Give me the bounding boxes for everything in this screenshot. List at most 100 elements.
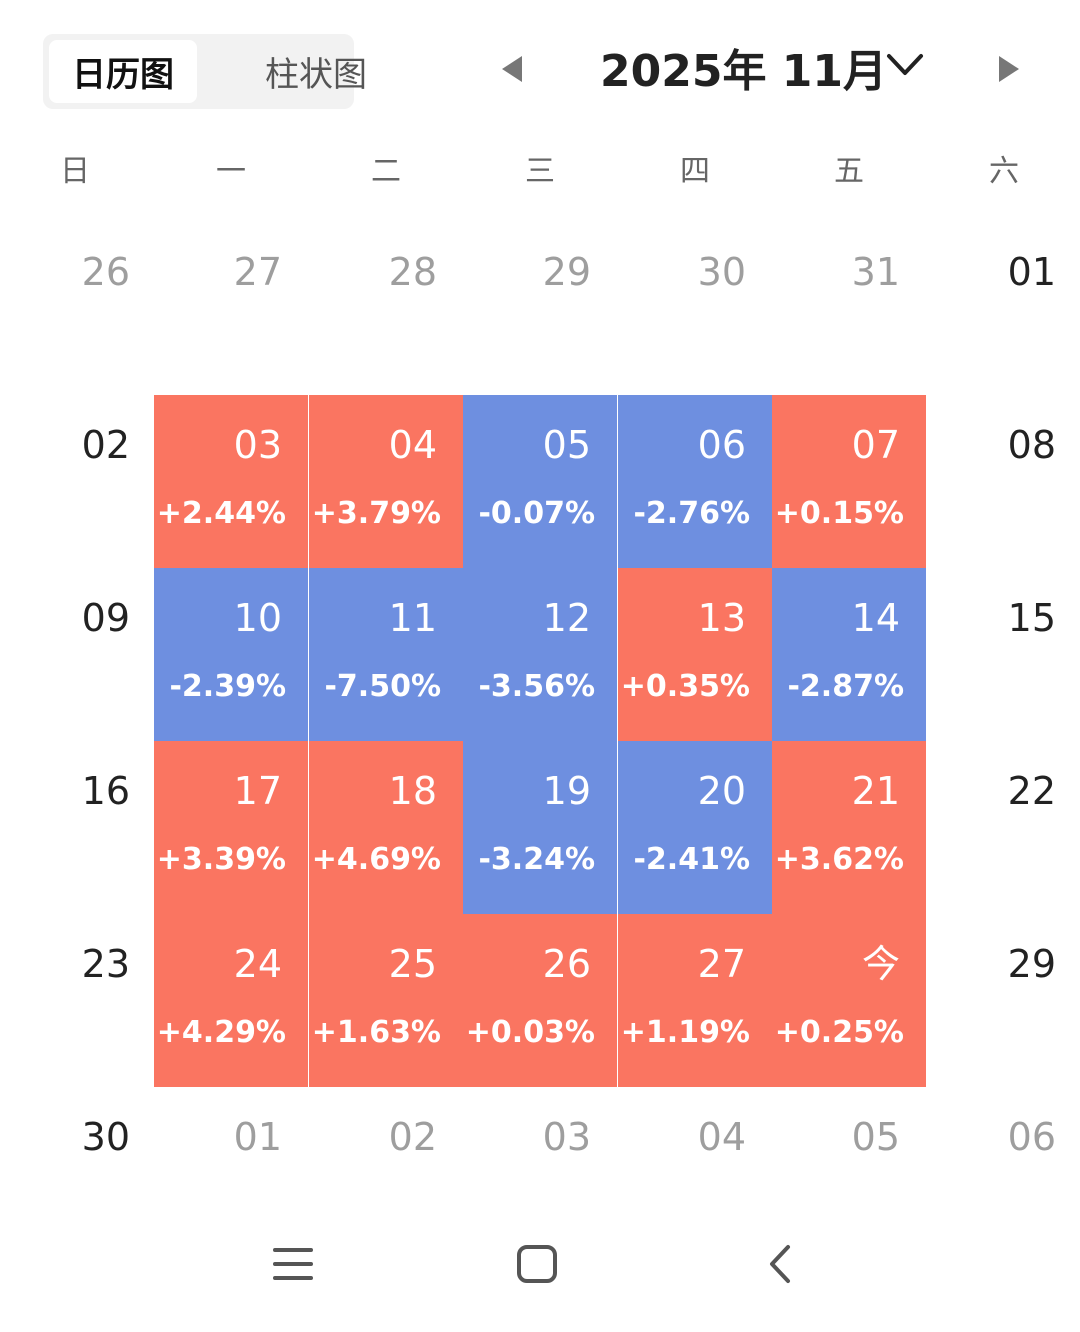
triangle-left-icon[interactable] <box>502 56 522 82</box>
daily-change-percent: -2.76% <box>633 496 750 531</box>
calendar-day-cell[interactable]: 13 +0.35% <box>618 568 772 741</box>
daily-change-percent: +3.79% <box>311 496 441 531</box>
daily-change-percent: +1.19% <box>620 1015 750 1050</box>
daily-change-percent: +3.39% <box>156 842 286 877</box>
calendar-day-cell[interactable]: 12 -3.56% <box>463 568 617 741</box>
calendar-day-number: 19 <box>542 769 591 813</box>
calendar-day-number: 27 <box>233 250 282 294</box>
calendar-day-number[interactable]: 30 <box>81 1115 130 1159</box>
calendar-day-number: 24 <box>233 942 282 986</box>
calendar-day-cell[interactable]: 07 +0.15% <box>772 395 926 568</box>
calendar-day-number: 21 <box>851 769 900 813</box>
calendar-day-cell[interactable]: 05 -0.07% <box>463 395 617 568</box>
calendar-day-cell[interactable]: 19 -3.24% <box>463 741 617 914</box>
calendar-day-number: 14 <box>851 596 900 640</box>
calendar-day-number: 04 <box>697 1115 746 1159</box>
calendar-day-cell[interactable]: 24 +4.29% <box>154 914 308 1087</box>
daily-change-percent: -2.87% <box>787 669 904 704</box>
daily-change-percent: +0.35% <box>620 669 750 704</box>
calendar-day-cell[interactable]: 21 +3.62% <box>772 741 926 914</box>
calendar-day-number: 05 <box>542 423 591 467</box>
calendar-day-number[interactable]: 08 <box>1007 423 1056 467</box>
calendar-day-number: 28 <box>388 250 437 294</box>
calendar-day-cell[interactable]: 17 +3.39% <box>154 741 308 914</box>
calendar-day-number[interactable]: 22 <box>1007 769 1056 813</box>
daily-change-percent: +0.03% <box>465 1015 595 1050</box>
back-icon[interactable] <box>766 1244 794 1284</box>
calendar-day-number[interactable]: 23 <box>81 942 130 986</box>
calendar-day-cell[interactable]: 27 +1.19% <box>618 914 772 1087</box>
calendar-day-number: 03 <box>542 1115 591 1159</box>
calendar-day-number: 13 <box>697 596 746 640</box>
daily-change-percent: +1.63% <box>311 1015 441 1050</box>
calendar-day-number: 18 <box>388 769 437 813</box>
weekday-label: 六 <box>989 154 1019 189</box>
daily-change-percent: +4.29% <box>156 1015 286 1050</box>
weekday-label: 日 <box>60 154 90 189</box>
menu-icon[interactable] <box>272 1246 314 1282</box>
calendar-day-number[interactable]: 02 <box>81 423 130 467</box>
calendar-day-cell[interactable]: 27 <box>154 222 308 395</box>
calendar-day-cell[interactable]: 03 +2.44% <box>154 395 308 568</box>
calendar-day-number: 20 <box>697 769 746 813</box>
calendar-day-number: 27 <box>697 942 746 986</box>
calendar-day-number: 29 <box>542 250 591 294</box>
calendar-day-cell[interactable]: 29 <box>463 222 617 395</box>
view-switcher: 日历图 柱状图 <box>43 34 367 109</box>
month-title[interactable]: 2025年 11月 <box>600 46 888 97</box>
calendar-day-number[interactable]: 29 <box>1007 942 1056 986</box>
calendar-day-number[interactable]: 15 <box>1007 596 1056 640</box>
calendar-day-cell[interactable]: 今 +0.25% <box>772 914 926 1087</box>
calendar-day-cell[interactable]: 05 <box>772 1087 926 1260</box>
daily-change-percent: +0.25% <box>774 1015 904 1050</box>
calendar-day-cell[interactable]: 30 <box>618 222 772 395</box>
calendar-day-number: 25 <box>388 942 437 986</box>
calendar-day-cell[interactable]: 02 <box>309 1087 463 1260</box>
calendar-day-number: 01 <box>233 1115 282 1159</box>
calendar-day-cell[interactable]: 31 <box>772 222 926 395</box>
calendar-day-cell[interactable]: 06 -2.76% <box>618 395 772 568</box>
calendar-day-cell[interactable]: 10 -2.39% <box>154 568 308 741</box>
daily-change-percent: -2.39% <box>169 669 286 704</box>
calendar-day-number: 02 <box>388 1115 437 1159</box>
calendar-day-number: 17 <box>233 769 282 813</box>
calendar-day-number: 12 <box>542 596 591 640</box>
calendar-day-cell[interactable]: 25 +1.63% <box>309 914 463 1087</box>
calendar-day-cell[interactable]: 03 <box>463 1087 617 1260</box>
calendar-day-number[interactable]: 26 <box>81 250 130 294</box>
calendar-day-number: 03 <box>233 423 282 467</box>
calendar-day-cell[interactable]: 26 +0.03% <box>463 914 617 1087</box>
calendar-day-number: 07 <box>851 423 900 467</box>
tab-bar-chart[interactable]: 柱状图 <box>265 55 367 95</box>
daily-change-percent: +4.69% <box>311 842 441 877</box>
weekday-label: 二 <box>371 154 401 189</box>
calendar-day-cell[interactable]: 20 -2.41% <box>618 741 772 914</box>
daily-change-percent: +3.62% <box>774 842 904 877</box>
weekday-label: 四 <box>680 154 710 189</box>
calendar-day-number[interactable]: 06 <box>1007 1115 1056 1159</box>
calendar-day-number[interactable]: 16 <box>81 769 130 813</box>
chevron-down-icon[interactable] <box>886 52 924 78</box>
calendar-day-cell[interactable]: 04 <box>618 1087 772 1260</box>
daily-change-percent: +2.44% <box>156 496 286 531</box>
daily-change-percent: -3.56% <box>478 669 595 704</box>
calendar-day-cell[interactable]: 18 +4.69% <box>309 741 463 914</box>
calendar-day-number: 10 <box>233 596 282 640</box>
calendar-day-number: 05 <box>851 1115 900 1159</box>
triangle-right-icon[interactable] <box>999 56 1019 82</box>
calendar-day-cell[interactable]: 28 <box>309 222 463 395</box>
calendar-day-number: 04 <box>388 423 437 467</box>
home-icon[interactable] <box>516 1244 558 1284</box>
calendar-day-number: 26 <box>542 942 591 986</box>
calendar-day-cell[interactable]: 14 -2.87% <box>772 568 926 741</box>
daily-change-percent: -0.07% <box>478 496 595 531</box>
calendar-day-number: 11 <box>388 596 437 640</box>
calendar-day-cell[interactable]: 01 <box>154 1087 308 1260</box>
calendar-day-number[interactable]: 01 <box>1007 250 1056 294</box>
tab-calendar[interactable]: 日历图 <box>49 40 197 103</box>
daily-change-percent: -2.41% <box>633 842 750 877</box>
calendar-day-number[interactable]: 09 <box>81 596 130 640</box>
calendar-day-number: 31 <box>851 250 900 294</box>
calendar-day-cell[interactable]: 11 -7.50% <box>309 568 463 741</box>
calendar-day-cell[interactable]: 04 +3.79% <box>309 395 463 568</box>
